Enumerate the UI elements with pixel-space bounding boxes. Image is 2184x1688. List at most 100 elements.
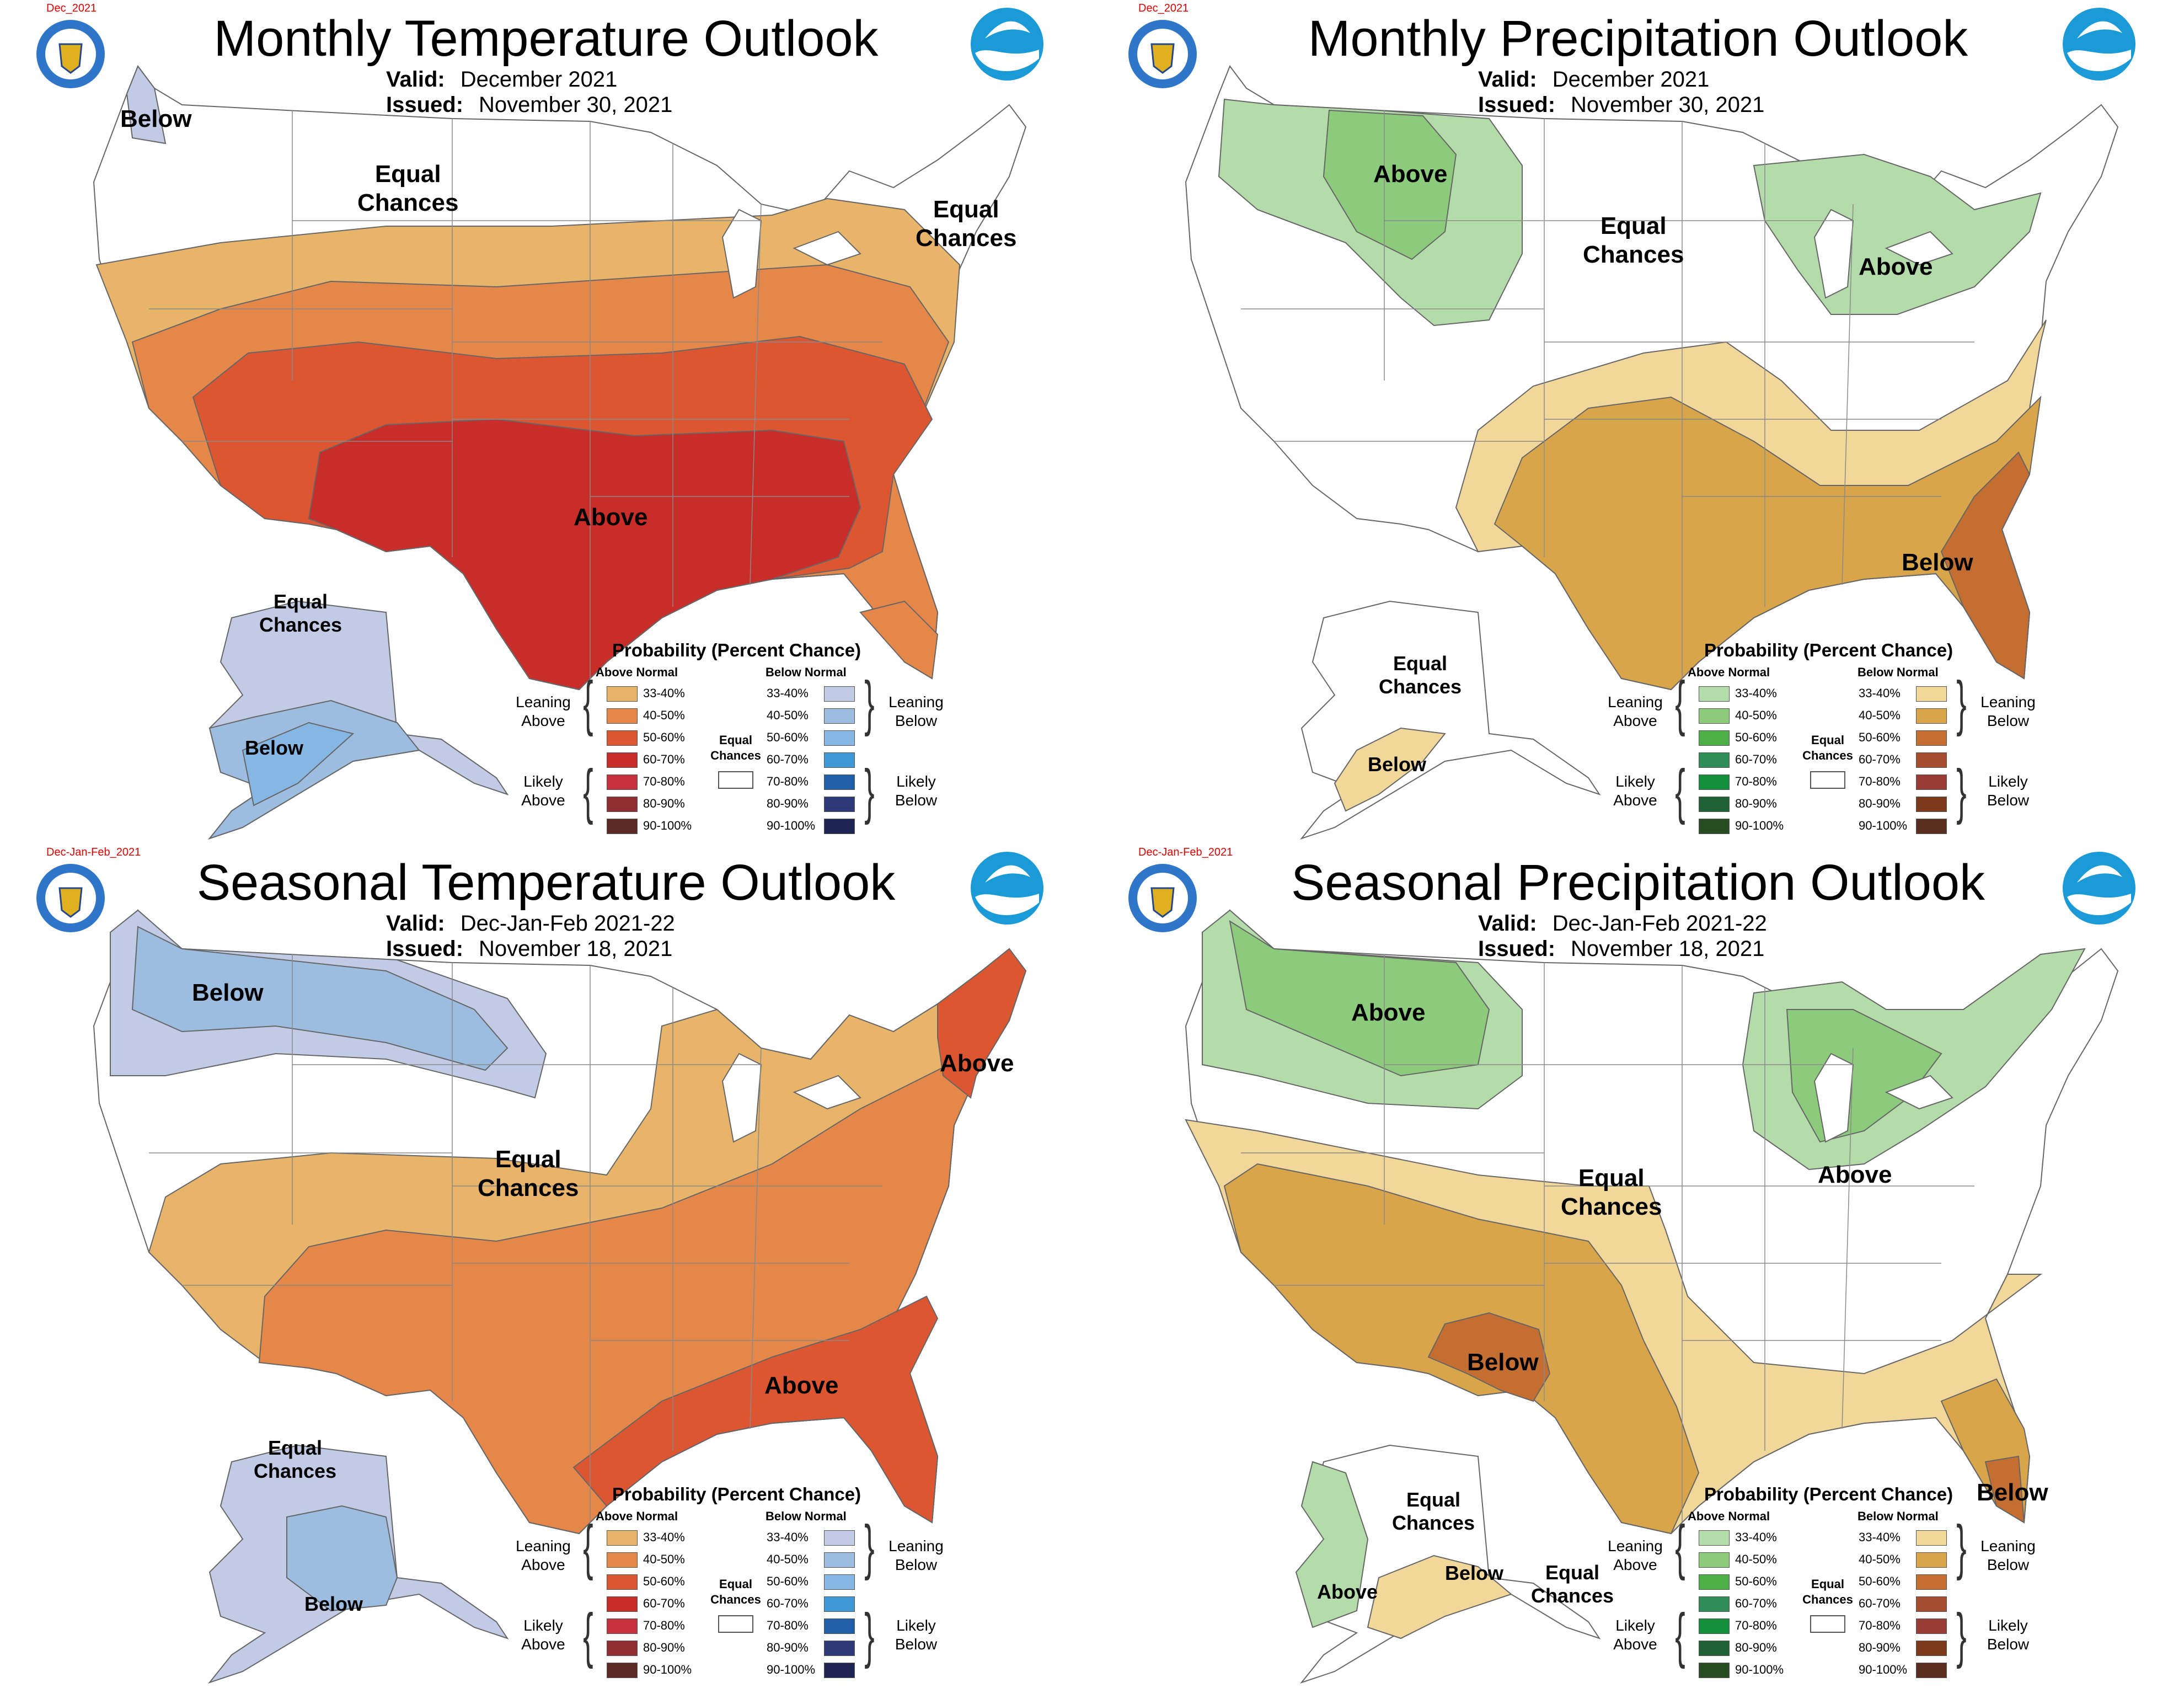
legend-swatch-above	[1699, 708, 1730, 724]
legend-swatch-above	[1699, 797, 1730, 812]
legend-swatch-above	[607, 1596, 638, 1612]
legend-percent-below: 33-40%	[1859, 686, 1901, 700]
region-above-60-70	[308, 418, 861, 691]
legend-swatch-below	[824, 1663, 855, 1678]
legend-swatch-below	[824, 1552, 855, 1568]
region-below-nw	[126, 65, 167, 145]
legend-swatch-above	[607, 1641, 638, 1656]
legend-percent-above: 60-70%	[643, 1596, 685, 1610]
valid-line: Valid: December 2021	[1478, 67, 1710, 92]
legend-likely-below: Likely Below	[895, 1617, 938, 1653]
legend-equal-chances-swatch	[718, 1615, 753, 1633]
legend-swatch-above	[1699, 686, 1730, 702]
legend-below-header: Below Normal	[766, 665, 847, 679]
label-below-alaska: Below	[1368, 753, 1427, 776]
state-lines	[149, 954, 882, 1523]
great-lakes	[1813, 209, 1953, 299]
legend-above-header: Above Normal	[596, 1509, 678, 1523]
alaska-above-west	[1295, 1461, 1369, 1628]
us-map	[93, 65, 1027, 840]
label-equal-chances-north: Equal Chances	[357, 161, 459, 216]
legend-percent-above: 50-60%	[1735, 1574, 1777, 1588]
legend-percent-above: 60-70%	[1735, 752, 1777, 766]
region-below-50-60	[1940, 451, 2031, 680]
legend-percent-above: 90-100%	[1735, 1663, 1784, 1676]
legend-percent-above: 80-90%	[643, 1641, 685, 1654]
legend-swatch-above	[607, 774, 638, 790]
legend-swatch-above	[1699, 1596, 1730, 1612]
label-above-nw: Above	[1373, 161, 1448, 188]
legend-swatch-below	[1916, 1530, 1947, 1546]
issued-line: Issued: November 18, 2021	[1478, 937, 1765, 961]
panel-title: Seasonal Temperature Outlook	[196, 854, 896, 911]
issued-line: Issued: November 30, 2021	[386, 93, 673, 117]
commerce-seal-icon	[1128, 20, 1197, 88]
legend-leaning-below: Leaning Below	[1980, 1537, 2036, 1573]
legend-equal-chances-swatch	[718, 771, 753, 789]
label-above: Above	[574, 504, 648, 531]
legend-percent-above: 50-60%	[643, 730, 685, 744]
legend-percent-above: 40-50%	[643, 708, 685, 722]
legend-above-header: Above Normal	[1688, 665, 1770, 679]
brace-icon: }	[1956, 669, 1967, 737]
legend-swatch-above	[607, 1663, 638, 1678]
legend-percent-below: 80-90%	[1859, 1641, 1901, 1654]
legend-leaning-below: Leaning Below	[888, 1537, 944, 1573]
region-florida	[859, 600, 939, 680]
label-above-alaska: Above	[1317, 1580, 1378, 1603]
legend-swatch-above	[1699, 1618, 1730, 1634]
legend-likely-below: Likely Below	[1987, 1617, 2030, 1653]
label-equal-chances: Equal Chances	[478, 1146, 579, 1201]
issued-line: Issued: November 18, 2021	[386, 937, 673, 961]
label-above-east: Above	[1818, 1161, 1892, 1188]
us-map	[1185, 65, 2119, 840]
legend-percent-above: 80-90%	[1735, 1641, 1777, 1654]
label-above-nw: Above	[1351, 999, 1426, 1026]
panel-monthly-precipitation: Dec_2021 Monthly Precipitation Outlook V…	[1092, 0, 2184, 844]
region-below-50-60-tx	[1427, 1312, 1551, 1402]
brace-icon: {	[1675, 669, 1685, 737]
brace-icon: {	[1675, 1513, 1685, 1581]
legend-swatch-above	[1699, 752, 1730, 768]
legend-swatch-below	[1916, 1574, 1947, 1590]
legend-likely-below: Likely Below	[1987, 773, 2030, 809]
label-equal-chances-alaska: Equal Chances	[254, 1436, 337, 1482]
state-lines	[1241, 110, 1974, 679]
legend-swatch-above	[1699, 819, 1730, 834]
brace-icon: {	[583, 757, 593, 825]
legend-leaning-above: Leaning Above	[1608, 1537, 1663, 1573]
region-below-florida-50	[1984, 1455, 2025, 1524]
legend-swatch-below	[824, 686, 855, 702]
legend-percent-below: 80-90%	[767, 797, 809, 810]
legend-percent-below: 80-90%	[767, 1641, 809, 1654]
legend-percent-above: 50-60%	[643, 1574, 685, 1588]
legend-below-header: Below Normal	[766, 1509, 847, 1523]
legend-percent-below: 40-50%	[1859, 1552, 1901, 1566]
panel-seasonal-temperature: Dec-Jan-Feb_2021 Seasonal Temperature Ou…	[0, 844, 1092, 1688]
legend-below-header: Below Normal	[1858, 665, 1939, 679]
legend-above-header: Above Normal	[1688, 1509, 1770, 1523]
alaska-below	[1367, 1555, 1513, 1639]
legend-percent-above: 80-90%	[643, 797, 685, 810]
alaska-below	[208, 699, 420, 840]
legend-title: Probability (Percent Chance)	[612, 640, 861, 660]
label-below-alaska: Below	[304, 1593, 363, 1615]
alaska-below-40	[286, 1505, 398, 1612]
label-equal-chances-ne: Equal Chances	[916, 196, 1017, 252]
legend-percent-below: 40-50%	[767, 708, 809, 722]
legend: Probability (Percent Chance) Above Normal…	[513, 1484, 976, 1688]
legend-swatch-below	[1916, 730, 1947, 746]
label-below-nw: Below	[120, 105, 192, 132]
legend-likely-above: Likely Above	[1613, 773, 1657, 809]
label-above-se: Above	[764, 1372, 839, 1399]
legend-percent-below: 60-70%	[1859, 752, 1901, 766]
legend-equal-chances-swatch	[1810, 771, 1845, 789]
legend-swatch-above	[607, 686, 638, 702]
legend-swatch-below	[1916, 708, 1947, 724]
legend-percent-below: 50-60%	[1859, 1574, 1901, 1588]
legend-swatch-above	[607, 1552, 638, 1568]
legend-swatch-below	[1916, 819, 1947, 834]
legend-percent-below: 90-100%	[767, 1663, 816, 1676]
valid-line: Valid: Dec-Jan-Feb 2021-22	[1478, 911, 1767, 936]
legend-likely-above: Likely Above	[521, 1617, 565, 1653]
